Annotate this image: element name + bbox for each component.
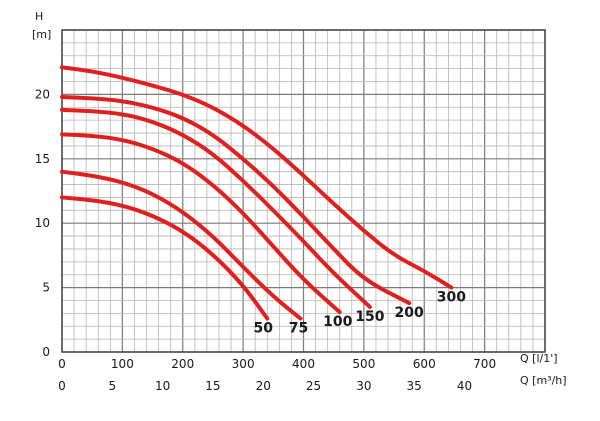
x2-tick-label: 10 <box>155 379 170 393</box>
x-tick-label: 100 <box>111 357 134 371</box>
curve-label-75: 75 <box>289 321 308 337</box>
x2-tick-label: 25 <box>306 379 321 393</box>
x-tick-label: 400 <box>292 357 315 371</box>
x-tick-label: 700 <box>473 357 496 371</box>
x-tick-label: 0 <box>58 357 66 371</box>
curve-75 <box>60 169 303 321</box>
curve-50 <box>60 195 270 321</box>
x-tick-label: 600 <box>413 357 436 371</box>
y-tick-label: 5 <box>42 281 50 295</box>
curve-label-200: 200 <box>395 305 424 321</box>
x-tick-label: 200 <box>171 357 194 371</box>
x-tick-label: 500 <box>352 357 375 371</box>
y-axis-label: H <box>35 10 43 23</box>
curves <box>60 65 454 321</box>
labels: 50 75 100 150 200 300 <box>254 290 467 337</box>
curve-label-100: 100 <box>323 314 352 330</box>
curve-300 <box>60 65 454 290</box>
x-axis-label-primary: Q [l/1'] <box>520 352 558 365</box>
x2-tick-label: 20 <box>256 379 271 393</box>
curve-label-150: 150 <box>355 309 384 325</box>
y-tick-label: 15 <box>35 152 50 166</box>
grid <box>61 29 546 353</box>
x2-tick-label: 0 <box>58 379 66 393</box>
plot-frame <box>61 29 546 353</box>
curve-label-50: 50 <box>254 321 274 337</box>
x2-tick-label: 15 <box>205 379 220 393</box>
x2-tick-label: 5 <box>108 379 116 393</box>
x-tick-label: 300 <box>232 357 255 371</box>
x2-tick-label: 35 <box>407 379 422 393</box>
x2-tick-label: 30 <box>356 379 371 393</box>
x2-tick-label: 40 <box>457 379 472 393</box>
y-axis-unit: [m] <box>32 28 51 41</box>
curve-100 <box>60 132 342 315</box>
y-tick-label: 20 <box>35 87 50 101</box>
curve-200 <box>60 94 412 306</box>
curve-150 <box>60 107 372 309</box>
x-axis-label-secondary: Q [m³/h] <box>520 374 567 387</box>
y-tick-label: 10 <box>35 216 50 230</box>
curve-label-300: 300 <box>437 290 466 306</box>
y-tick-label: 0 <box>42 345 50 359</box>
